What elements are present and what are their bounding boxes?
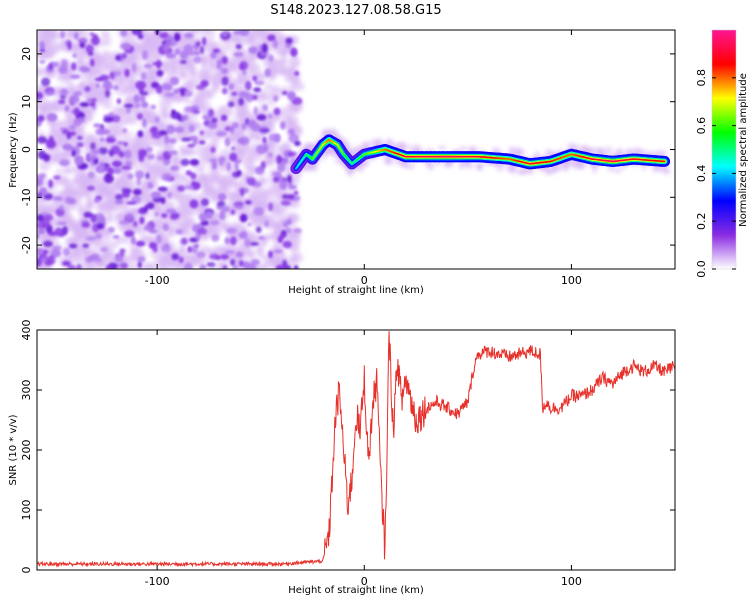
snr-xtick-label: -100 xyxy=(145,575,170,588)
spectrogram-xtick-label: 0 xyxy=(361,274,368,287)
snr-ytick-label: 100 xyxy=(20,500,33,521)
spectrogram-xtick-label: -100 xyxy=(145,274,170,287)
colorbar-ticks: 0.0 0.2 0.4 0.6 0.8 xyxy=(695,29,737,278)
colorbar-label: Normalized spectral amplitude xyxy=(738,73,749,227)
spectrogram-ylabel: Frequency (Hz) xyxy=(8,112,19,188)
snr-series-line xyxy=(37,331,675,568)
snr-ytick-label: 300 xyxy=(20,380,33,401)
colorbar-tick-label: 0.8 xyxy=(695,69,708,87)
snr-frame xyxy=(36,329,676,571)
colorbar: 0.0 0.2 0.4 0.6 0.8 Normalized spectral ampl… xyxy=(695,29,749,278)
spectrogram-ytick-label: -20 xyxy=(20,236,33,254)
snr-ytick-label: 400 xyxy=(20,320,33,341)
snr-ytick-label: 200 xyxy=(20,440,33,461)
spectrogram-xlabel: Height of straight line (km) xyxy=(288,285,424,296)
colorbar-frame xyxy=(711,29,737,270)
spectrogram-ytick-label: 10 xyxy=(20,95,33,109)
snr-panel: -100 0 100 0 100 200 300 400 Height of straight… xyxy=(8,320,676,596)
colorbar-tick-label: 0.6 xyxy=(695,117,708,135)
colorbar-tick-label: 0.4 xyxy=(695,165,708,183)
spectrogram-trace xyxy=(290,128,671,178)
snr-xlabel: Height of straight line (km) xyxy=(288,585,424,596)
snr-ylabel: SNR (10 * v/v) xyxy=(8,414,19,485)
snr-ytick-label: 0 xyxy=(20,567,33,574)
trace-band-layer-4 xyxy=(295,139,666,170)
snr-axes: -100 0 100 0 100 200 300 400 xyxy=(20,320,676,588)
spectrogram-xtick-label: 100 xyxy=(561,274,582,287)
snr-xtick-label: 0 xyxy=(361,575,368,588)
colorbar-tick-label: 0.2 xyxy=(695,212,708,230)
snr-xtick-label: 100 xyxy=(561,575,582,588)
spectrogram-noise xyxy=(37,30,305,269)
spectrogram-ytick-label: 0 xyxy=(20,146,33,153)
noise-blobs xyxy=(37,30,303,269)
spectrogram-ytick-label: -10 xyxy=(20,188,33,206)
colorbar-tick-label: 0.0 xyxy=(695,260,708,278)
spectrogram-ytick-label: 20 xyxy=(20,47,33,61)
figure-title: S148.2023.127.08.58.G15 xyxy=(270,3,441,18)
colorbar-gradient xyxy=(712,30,736,269)
